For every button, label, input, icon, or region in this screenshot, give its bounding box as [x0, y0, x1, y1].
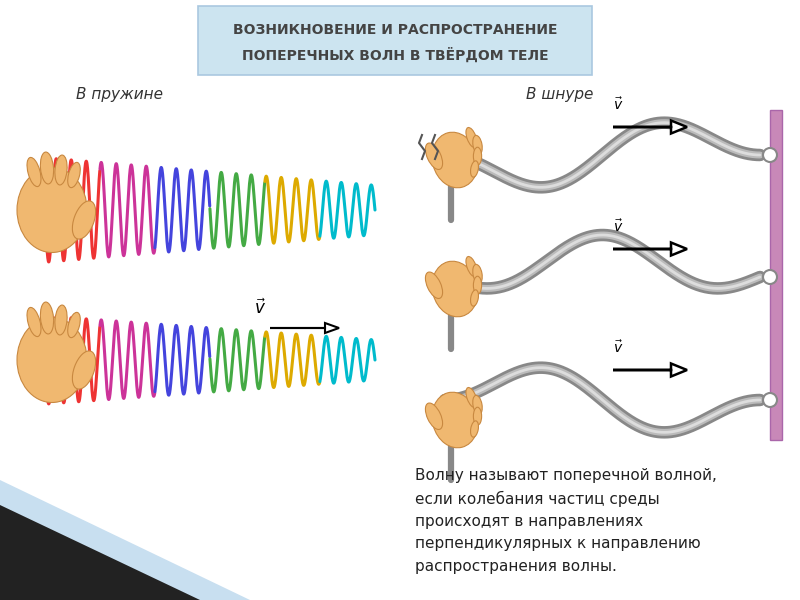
FancyArrow shape	[270, 323, 339, 333]
Text: $\vec{v}$: $\vec{v}$	[613, 340, 623, 356]
FancyBboxPatch shape	[770, 110, 782, 440]
Text: ПОПЕРЕЧНЫХ ВОЛН В ТВЁРДОМ ТЕЛЕ: ПОПЕРЕЧНЫХ ВОЛН В ТВЁРДОМ ТЕЛЕ	[242, 47, 548, 62]
Text: Волну называют поперечной волной,
если колебания частиц среды
происходят в напра: Волну называют поперечной волной, если к…	[415, 468, 717, 574]
Ellipse shape	[474, 407, 482, 425]
Ellipse shape	[426, 403, 442, 430]
Ellipse shape	[40, 152, 54, 184]
Ellipse shape	[470, 161, 478, 177]
Ellipse shape	[466, 388, 477, 407]
Ellipse shape	[473, 395, 482, 415]
Ellipse shape	[55, 155, 67, 185]
Ellipse shape	[55, 305, 67, 335]
Text: В шнуре: В шнуре	[526, 88, 594, 103]
Ellipse shape	[68, 313, 80, 338]
Polygon shape	[0, 505, 200, 600]
Ellipse shape	[466, 257, 477, 277]
Circle shape	[763, 148, 777, 162]
Ellipse shape	[27, 157, 41, 187]
Ellipse shape	[473, 265, 482, 284]
Text: ВОЗНИКНОВЕНИЕ И РАСПРОСТРАНЕНИЕ: ВОЗНИКНОВЕНИЕ И РАСПРОСТРАНЕНИЕ	[233, 23, 558, 37]
Ellipse shape	[426, 143, 442, 169]
Ellipse shape	[17, 317, 87, 403]
Text: $\vec{v}$: $\vec{v}$	[613, 218, 623, 235]
FancyArrow shape	[613, 242, 687, 256]
Ellipse shape	[72, 201, 96, 239]
Ellipse shape	[72, 351, 96, 389]
Circle shape	[763, 270, 777, 284]
FancyArrow shape	[613, 121, 687, 133]
Ellipse shape	[40, 302, 54, 334]
Ellipse shape	[432, 261, 478, 317]
Polygon shape	[0, 480, 250, 600]
FancyArrow shape	[613, 364, 687, 377]
Ellipse shape	[470, 290, 478, 306]
Ellipse shape	[466, 128, 477, 148]
Text: В пружине: В пружине	[77, 88, 163, 103]
Ellipse shape	[474, 276, 482, 294]
Ellipse shape	[473, 136, 482, 155]
Text: $\vec{v}$: $\vec{v}$	[613, 97, 623, 113]
Text: $\vec{v}$: $\vec{v}$	[254, 299, 266, 318]
Ellipse shape	[27, 307, 41, 337]
Ellipse shape	[17, 167, 87, 253]
Ellipse shape	[470, 421, 478, 437]
Ellipse shape	[432, 392, 478, 448]
FancyBboxPatch shape	[198, 6, 592, 75]
Ellipse shape	[432, 132, 478, 188]
Ellipse shape	[474, 147, 482, 165]
Ellipse shape	[68, 163, 80, 188]
Ellipse shape	[426, 272, 442, 298]
Circle shape	[763, 393, 777, 407]
